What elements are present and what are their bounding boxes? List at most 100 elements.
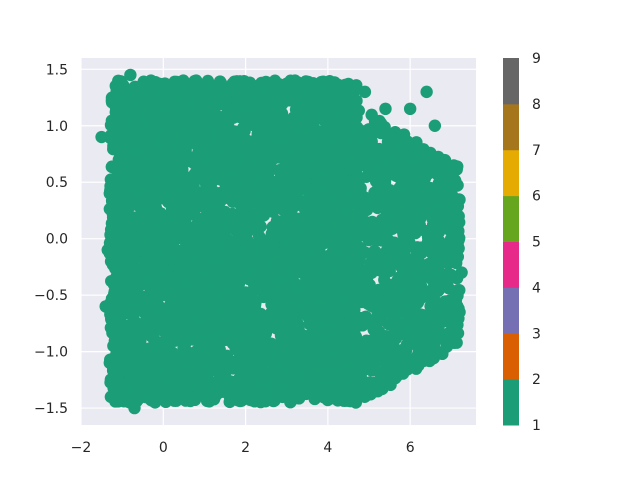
scatter-point (141, 249, 154, 262)
scatter-point (451, 241, 465, 254)
scatter-point (211, 246, 224, 259)
scatter-point (329, 335, 343, 349)
scatter-point (215, 127, 228, 140)
scatter-point (159, 156, 172, 169)
scatter-point (357, 142, 371, 156)
scatter-point (309, 367, 322, 381)
scatter-point (303, 283, 317, 296)
scatter-point (369, 263, 383, 276)
scatter-point (321, 124, 335, 137)
scatter-point (192, 92, 205, 105)
scatter-point (386, 338, 399, 352)
scatter-point (375, 213, 389, 227)
scatter-point (206, 146, 220, 159)
scatter-point (262, 92, 276, 106)
scatter-point (242, 272, 255, 286)
scatter-point (286, 362, 300, 375)
scatter-point (313, 238, 327, 251)
scatter-point (397, 148, 411, 161)
scatter-point (366, 215, 379, 229)
scatter-point (334, 367, 347, 381)
data-points (95, 68, 468, 415)
scatter-point (393, 328, 406, 341)
scatter-point (420, 339, 433, 353)
scatter-point (452, 193, 466, 206)
scatter-point (129, 218, 142, 231)
scatter-point (264, 319, 277, 333)
scatter-point (181, 381, 194, 395)
scatter-point (275, 314, 288, 328)
scatter-point (321, 277, 335, 291)
scatter-point (268, 384, 281, 398)
scatter-point (361, 297, 374, 310)
scatter-point (440, 334, 454, 347)
scatter-point (248, 299, 261, 313)
scatter-point (146, 178, 160, 191)
scatter-point (117, 99, 131, 112)
scatter-point (288, 74, 302, 87)
scatter-point (295, 292, 309, 305)
scatter-point (162, 146, 175, 159)
scatter-point (143, 296, 156, 310)
scatter-point (117, 229, 131, 242)
scatter-point (328, 79, 342, 92)
scatter-point (411, 208, 424, 221)
scatter-point (358, 85, 372, 99)
scatter-point (352, 123, 365, 137)
scatter-point (197, 352, 211, 365)
scatter-point (133, 273, 146, 287)
scatter-point (334, 260, 347, 274)
colorbar-segment (503, 379, 519, 426)
scatter-point (315, 312, 329, 325)
scatter-point (356, 222, 370, 236)
scatter-point (424, 264, 438, 277)
scatter-point (188, 281, 201, 294)
colorbar-segment (503, 333, 519, 380)
scatter-point (218, 366, 232, 379)
scatter-point (300, 156, 313, 169)
scatter-point (138, 306, 151, 320)
scatter-point (251, 280, 264, 293)
scatter-point (206, 206, 219, 220)
scatter-point (367, 323, 380, 336)
scatter-point (146, 239, 159, 253)
colorbar-tick-label: 2 (532, 372, 541, 388)
scatter-point (425, 246, 438, 259)
scatter-point (120, 266, 133, 280)
scatter-point (316, 220, 329, 234)
scatter-point (382, 300, 395, 313)
scatter-point (275, 107, 289, 120)
scatter-point (145, 330, 158, 343)
colorbar-segment (503, 287, 519, 334)
scatter-point (295, 105, 309, 119)
scatter-point (250, 96, 263, 110)
scatter-point (119, 300, 132, 313)
scatter-point (178, 133, 191, 146)
scatter-point (109, 216, 122, 229)
scatter-point (351, 334, 364, 348)
scatter-point (381, 199, 394, 213)
scatter-point (107, 96, 121, 110)
scatter-point (243, 388, 256, 401)
scatter-point (110, 270, 123, 283)
scatter-point (245, 334, 258, 348)
scatter-point (151, 191, 165, 205)
scatter-point (223, 183, 236, 197)
scatter-point (260, 117, 273, 130)
scatter-point (362, 123, 376, 136)
scatter-point (259, 177, 272, 190)
y-tick-label: 1.0 (46, 119, 68, 135)
scatter-point (333, 231, 347, 244)
scatter-point (383, 142, 396, 155)
scatter-point (225, 281, 238, 294)
scatter-point (408, 151, 421, 165)
scatter-point (449, 293, 463, 307)
scatter-point (317, 390, 330, 404)
scatter-point (304, 199, 317, 213)
scatter-point (384, 238, 397, 252)
scatter-point (170, 270, 184, 284)
y-tick-label: 0.5 (46, 175, 68, 191)
scatter-point (194, 384, 207, 398)
colorbar-tick-label: 4 (532, 280, 541, 296)
